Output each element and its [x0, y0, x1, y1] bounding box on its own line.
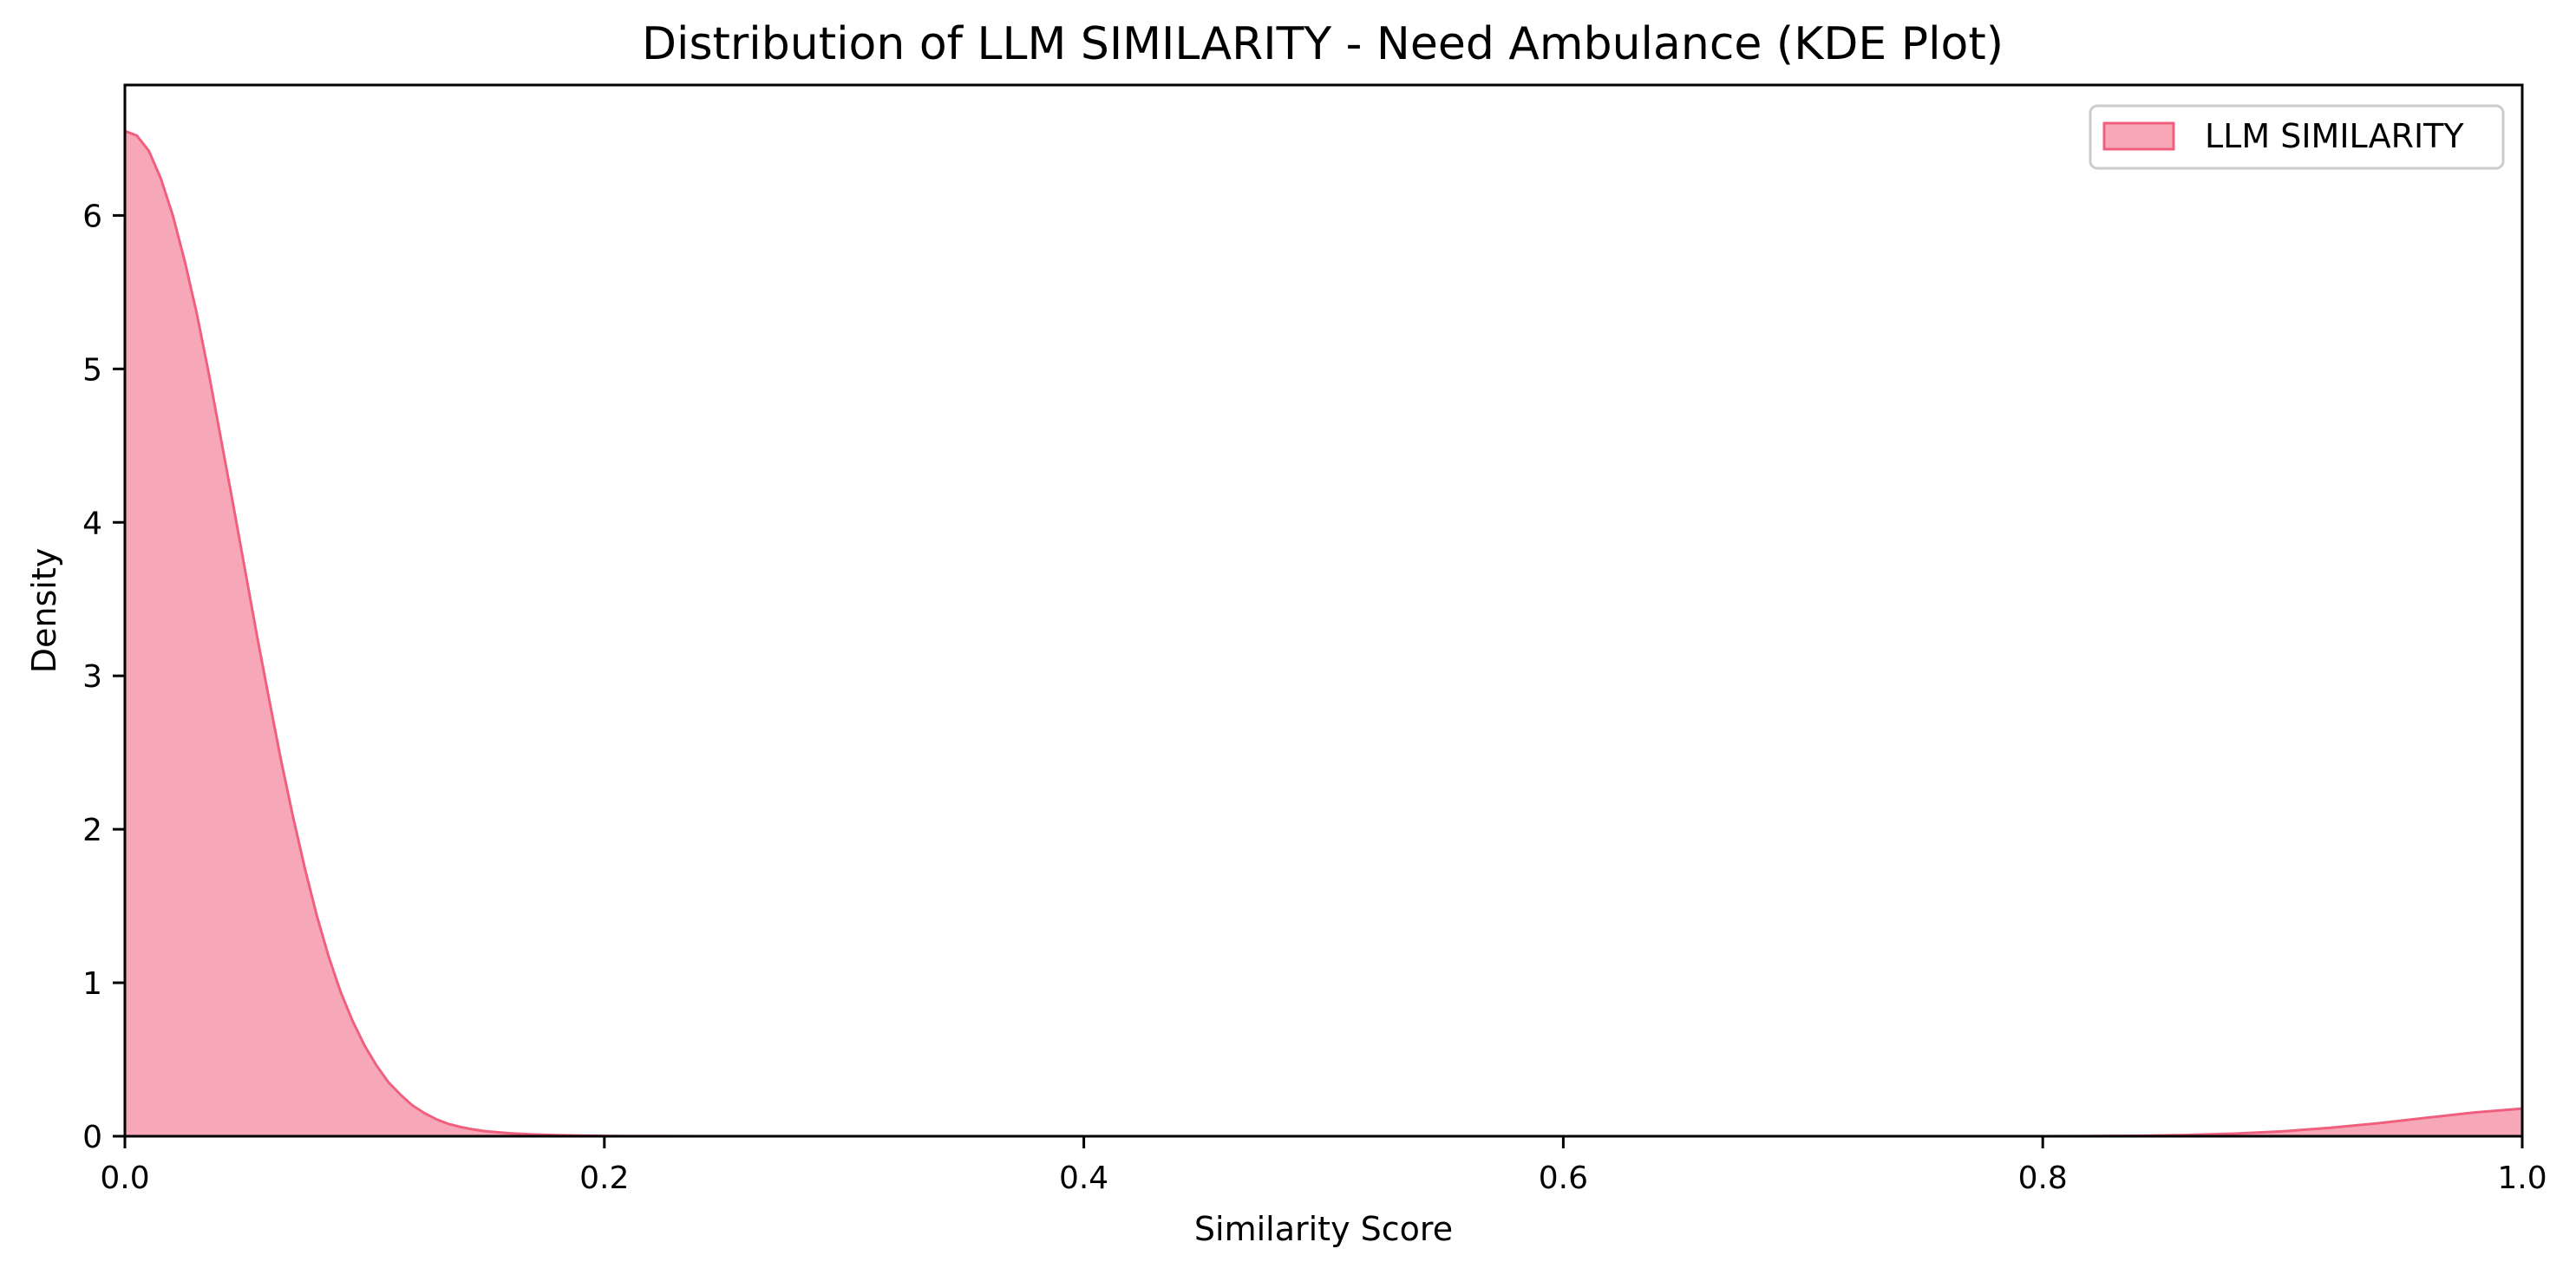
y-tick-label: 1: [82, 966, 102, 1002]
y-axis-label: Density: [25, 548, 63, 673]
x-axis-label: Similarity Score: [1194, 1210, 1453, 1248]
x-tick-label: 0.8: [2018, 1161, 2068, 1196]
y-tick-label: 0: [82, 1120, 102, 1155]
x-tick-label: 0.6: [1539, 1161, 1588, 1196]
x-tick-label: 0.4: [1059, 1161, 1108, 1196]
x-tick-label: 0.0: [100, 1161, 149, 1196]
y-tick-label: 6: [82, 199, 102, 234]
x-tick-label: 1.0: [2497, 1161, 2547, 1196]
y-tick-label: 5: [82, 352, 102, 388]
kde-line-0: [124, 129, 2523, 1138]
x-tick-label: 0.2: [579, 1161, 629, 1196]
x-axis-ticks: 0.0 0.2 0.4 0.6 0.8 1.0: [100, 1136, 2547, 1196]
legend-label: LLM SIMILARITY: [2205, 117, 2464, 155]
chart-title: Distribution of LLM SIMILARITY - Need Am…: [642, 18, 2004, 70]
legend-swatch: [2102, 121, 2175, 151]
axes-frame: [123, 83, 2524, 1138]
legend: LLM SIMILARITY: [2089, 104, 2505, 170]
y-tick-label: 2: [82, 813, 102, 848]
y-tick-label: 3: [82, 659, 102, 695]
legend-box: [2089, 104, 2505, 170]
plot-area: [124, 129, 2523, 1138]
y-tick-label: 4: [82, 506, 102, 541]
kde-area-0: [125, 131, 2522, 1136]
y-axis-ticks: 0 1 2 3 4 5 6: [82, 199, 125, 1155]
